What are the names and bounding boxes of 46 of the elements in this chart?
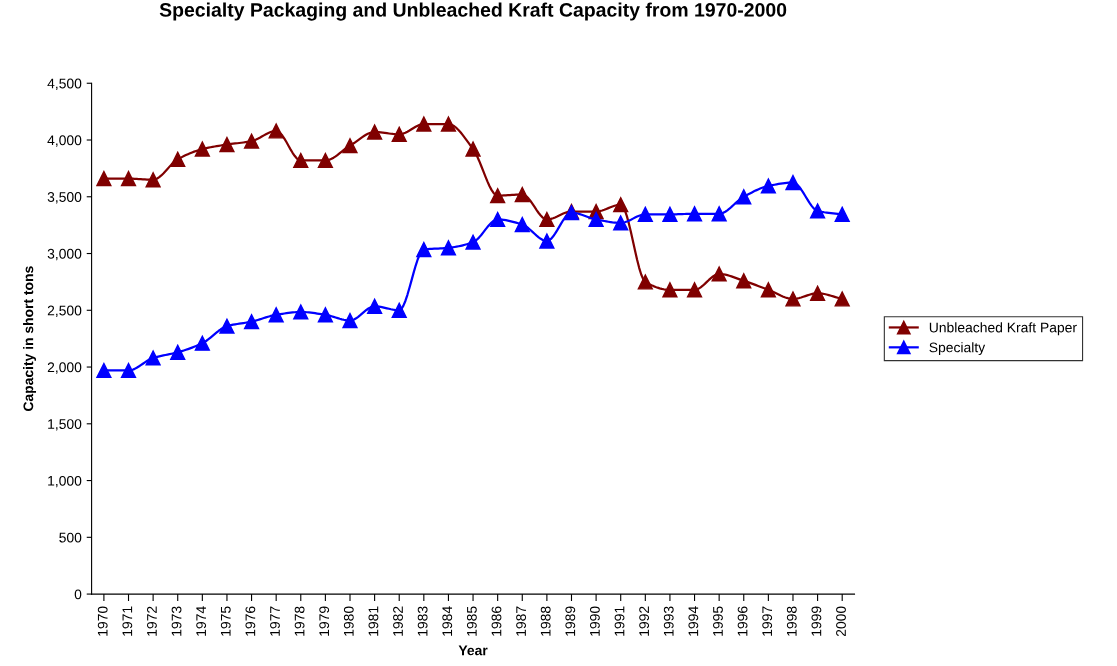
x-tick-label: 1974: [196, 606, 207, 636]
y-tick-label: 2,000: [47, 362, 82, 374]
x-tick-label: 1997: [762, 606, 773, 636]
x-tick-label: 1975: [220, 606, 231, 636]
x-tick-label: 1980: [343, 606, 354, 636]
x-tick-label: 1983: [417, 606, 428, 636]
x-axis-title: Year: [458, 645, 488, 656]
x-tick-label: 1994: [688, 606, 699, 636]
x-tick-label: 1972: [147, 606, 157, 636]
x-tick-label: 1992: [639, 606, 650, 636]
x-tick-label: 1989: [565, 606, 576, 636]
chart-title: Specialty Packaging and Unbleached Kraft Capacity from 1970-2000: [159, 2, 787, 21]
x-tick-label: 1991: [614, 606, 625, 636]
x-tick-label: 1986: [491, 606, 502, 636]
x-tick-label: 1970: [97, 606, 108, 636]
x-tick-label: 2000: [836, 606, 846, 637]
x-tick-label: 1984: [442, 606, 453, 636]
y-tick-label: 0: [74, 589, 82, 600]
y-tick-label: 3,000: [47, 248, 82, 261]
x-tick-label: 1976: [245, 606, 256, 636]
x-tick-label: 1979: [319, 606, 330, 636]
x-tick-label: 1978: [294, 606, 305, 636]
legend-label: Unbleached Kraft Paper: [929, 322, 1077, 336]
y-tick-label: 4,000: [47, 135, 82, 147]
y-tick-label: 2,500: [47, 305, 82, 318]
x-tick-label: 1990: [589, 606, 600, 636]
y-tick-label: 3,500: [47, 192, 82, 204]
x-tick-label: 1982: [393, 606, 403, 636]
x-tick-label: 1995: [713, 606, 723, 636]
x-tick-label: 1996: [737, 606, 748, 636]
y-tick-label: 500: [59, 532, 82, 543]
x-tick-label: 1998: [786, 606, 797, 636]
x-tick-label: 1973: [171, 606, 182, 636]
x-tick-label: 1971: [122, 606, 133, 636]
x-tick-label: 1977: [270, 606, 280, 636]
x-tick-label: 1993: [663, 606, 674, 636]
y-tick-label: 4,500: [47, 78, 82, 91]
y-tick-label: 1,000: [48, 475, 82, 488]
y-tick-label: 1,500: [48, 419, 82, 431]
legend-label: Specialty: [929, 342, 986, 356]
x-tick-label: 1999: [811, 606, 822, 636]
x-tick-label: 1987: [516, 606, 526, 636]
x-tick-label: 1981: [368, 606, 379, 636]
x-tick-label: 1985: [466, 606, 477, 636]
y-axis-title: Capacity in short tons: [23, 266, 37, 412]
x-tick-label: 1988: [540, 606, 551, 636]
